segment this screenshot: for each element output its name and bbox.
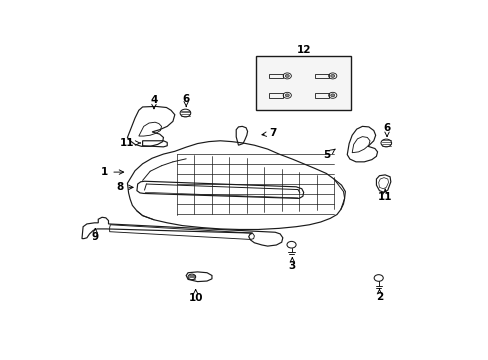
Text: 9: 9 [91, 229, 99, 242]
Text: 3: 3 [288, 258, 295, 271]
Text: 8: 8 [116, 183, 133, 192]
Text: 6: 6 [182, 94, 189, 107]
Text: 1: 1 [101, 167, 123, 177]
Circle shape [380, 139, 391, 147]
Text: 10: 10 [188, 289, 203, 303]
Text: 11: 11 [120, 138, 140, 148]
Circle shape [180, 109, 190, 117]
Circle shape [285, 75, 289, 77]
Circle shape [330, 94, 334, 97]
Text: 12: 12 [296, 45, 310, 55]
Circle shape [330, 75, 334, 77]
Text: 2: 2 [375, 289, 382, 302]
Text: 6: 6 [383, 123, 390, 136]
Text: 4: 4 [150, 95, 157, 109]
Text: 11: 11 [377, 189, 391, 202]
Circle shape [188, 274, 195, 280]
Circle shape [286, 242, 296, 248]
Bar [256, 56, 350, 110]
Circle shape [373, 275, 383, 281]
Text: 7: 7 [262, 128, 277, 138]
Text: 5: 5 [322, 149, 334, 161]
Circle shape [285, 94, 289, 97]
